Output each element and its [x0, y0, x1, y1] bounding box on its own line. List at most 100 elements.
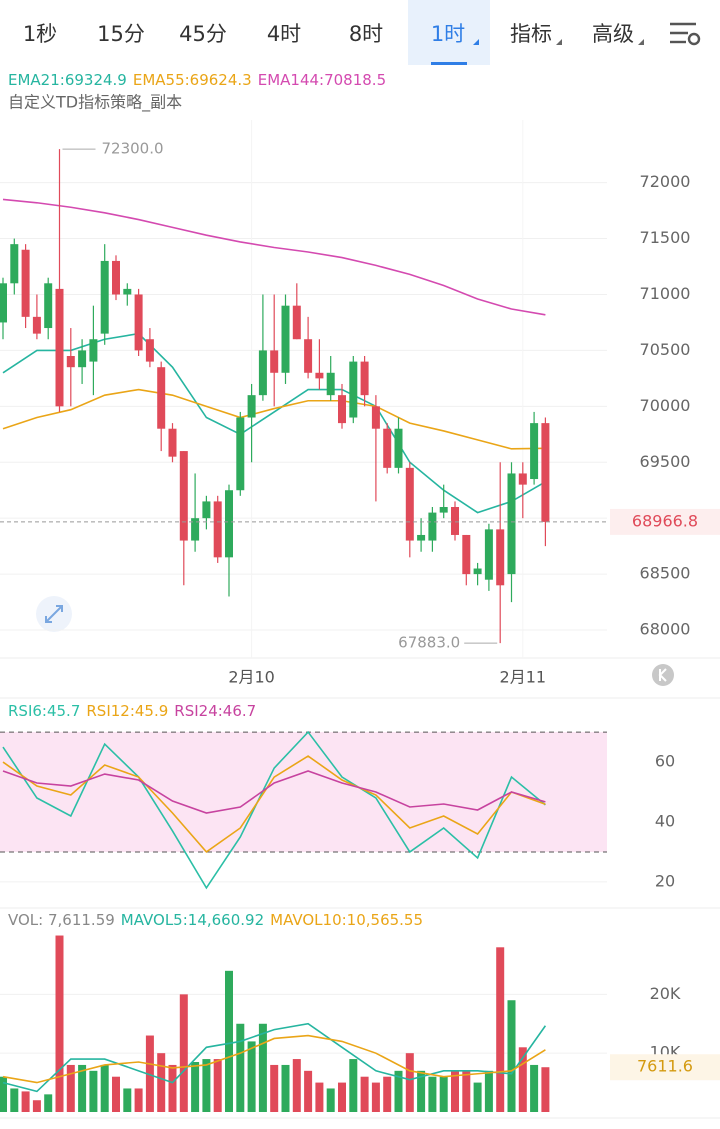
- candle-body: [281, 305, 290, 373]
- candle-body: [157, 367, 166, 429]
- tab[interactable]: 45分: [179, 22, 227, 46]
- volume-bar: [89, 1070, 98, 1112]
- candle-body: [496, 529, 505, 586]
- candle-body: [462, 534, 471, 575]
- y-tick-label: 70000: [640, 396, 691, 415]
- legend-entry: MAVOL10:10,565.55: [270, 911, 423, 929]
- candle-body: [179, 451, 188, 541]
- current-volume: 7611.6: [637, 1057, 693, 1076]
- indicator-name: 自定义TD指标策略_副本: [8, 93, 182, 113]
- y-tick-label: 71000: [640, 284, 691, 303]
- volume-bar: [10, 1088, 19, 1112]
- candle-body: [383, 428, 392, 468]
- candle-body: [451, 507, 459, 535]
- candle-body: [112, 260, 120, 295]
- volume-bar: [112, 1076, 120, 1112]
- legend-entry: MAVOL5:14,660.92: [121, 911, 264, 929]
- tab[interactable]: 4时: [267, 22, 301, 46]
- volume-bar: [349, 1059, 358, 1112]
- indicator-line: [2, 770, 546, 814]
- volume-bar: [157, 1053, 166, 1112]
- y-tick-label: 71500: [640, 228, 691, 247]
- y-tick-label: 40: [655, 811, 675, 830]
- candle-body: [405, 467, 414, 541]
- y-tick-label: 20K: [650, 984, 681, 1003]
- k-button[interactable]: [652, 664, 674, 686]
- volume-bar: [179, 994, 188, 1112]
- settings-icon[interactable]: [670, 22, 701, 46]
- volume-bar: [530, 1064, 539, 1112]
- tab[interactable]: 15分: [97, 22, 145, 46]
- volume-bar: [123, 1088, 132, 1112]
- candle-body: [326, 372, 335, 396]
- volume-bar: [258, 1023, 267, 1112]
- candle-body: [507, 473, 516, 575]
- candle-body: [247, 395, 256, 418]
- dropdown-triangle: [556, 39, 562, 45]
- indicator-line: [2, 388, 546, 450]
- candle-body: [213, 501, 222, 558]
- volume-bar: [66, 1064, 75, 1112]
- candle-body: [66, 356, 75, 368]
- legend: EMA21:69324.9 EMA55:69624.3 EMA144:70818.5: [8, 71, 386, 89]
- dropdown-triangle: [638, 39, 644, 45]
- x-tick-label: 2月10: [228, 668, 275, 687]
- volume-bar: [405, 1053, 414, 1112]
- candle-body: [530, 423, 539, 480]
- candle-body: [473, 568, 482, 575]
- volume-bar: [44, 1094, 53, 1112]
- tab[interactable]: 1时: [431, 22, 465, 46]
- candle-body: [371, 406, 380, 429]
- volume-bar: [451, 1070, 459, 1112]
- candle-body: [0, 283, 7, 323]
- candle-body: [428, 512, 437, 541]
- active-tab-bg: [408, 0, 490, 65]
- volume-bar: [428, 1076, 437, 1112]
- volume-bar: [191, 1062, 200, 1112]
- volume-bar: [417, 1070, 426, 1112]
- volume-bar: [473, 1082, 482, 1112]
- legend-entry: RSI24:46.7: [174, 702, 256, 720]
- volume-bar: [236, 1023, 245, 1112]
- volume-bar: [202, 1059, 211, 1112]
- volume-bar: [371, 1082, 380, 1112]
- tab[interactable]: 8时: [349, 22, 383, 46]
- volume-bar: [541, 1067, 550, 1112]
- volume-bar: [326, 1088, 335, 1112]
- volume-bar: [484, 1070, 493, 1112]
- candle-body: [484, 529, 493, 580]
- volume-bar: [304, 1070, 313, 1112]
- volume-bar: [383, 1076, 392, 1112]
- candle-body: [417, 534, 426, 541]
- volume-bar: [21, 1091, 30, 1112]
- y-tick-label: 20: [655, 871, 675, 890]
- tab[interactable]: 高级: [592, 22, 634, 46]
- expand-button[interactable]: [36, 596, 72, 632]
- legend-entry: EMA55:69624.3: [133, 71, 252, 89]
- candle-body: [100, 260, 109, 334]
- volume-bar: [0, 1076, 7, 1112]
- y-tick-label: 68500: [640, 564, 691, 583]
- tab[interactable]: 指标: [510, 22, 552, 46]
- tab[interactable]: 1秒: [23, 22, 57, 46]
- candle-body: [292, 305, 301, 340]
- rsi-band: [0, 732, 607, 852]
- candle-body: [270, 350, 279, 373]
- current-price: 68966.8: [632, 511, 698, 530]
- volume-bar: [270, 1064, 279, 1112]
- tab-bar: [0, 0, 720, 65]
- indicator-line: [2, 755, 546, 854]
- candle-body: [236, 417, 245, 491]
- candle-body: [349, 361, 358, 418]
- volume-bar: [394, 1070, 403, 1112]
- candle-body: [439, 507, 448, 513]
- volume-bar: [518, 1047, 527, 1112]
- candle-body: [338, 395, 346, 424]
- candle-body: [134, 294, 143, 351]
- candle-body: [123, 288, 132, 295]
- candle-body: [32, 316, 41, 334]
- volume-bar: [360, 1076, 369, 1112]
- volume-bar: [145, 1035, 154, 1112]
- volume-bar: [168, 1064, 177, 1112]
